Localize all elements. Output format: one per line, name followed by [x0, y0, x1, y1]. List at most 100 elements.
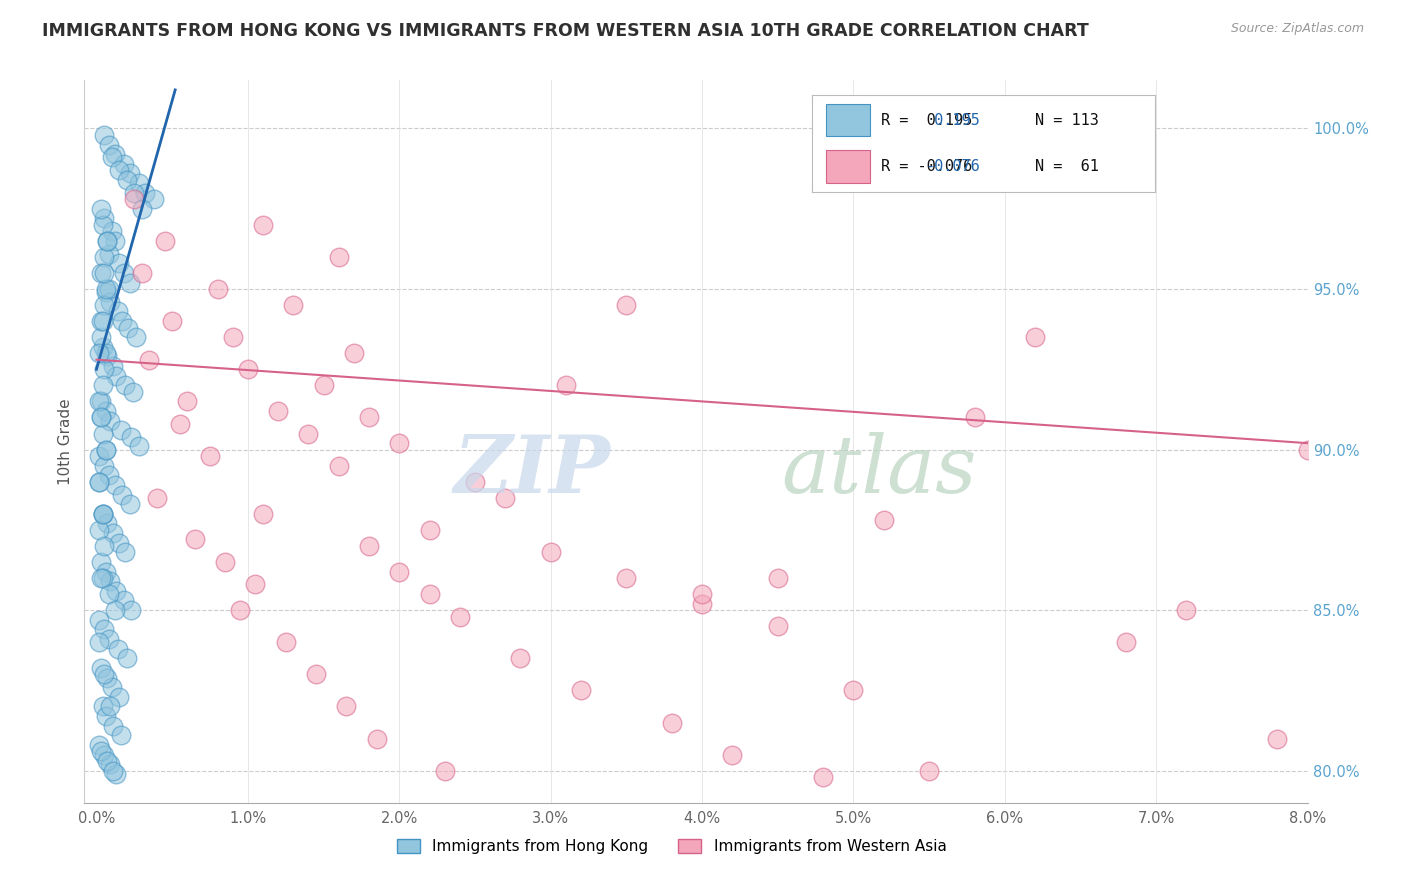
Point: [236, 362, 259, 376]
Point: [94, 442, 117, 457]
Point: [328, 250, 350, 264]
Point: [509, 651, 531, 665]
Point: [94, 709, 117, 723]
Point: [91, 426, 114, 441]
Point: [98, 757, 121, 772]
Text: IMMIGRANTS FROM HONG KONG VS IMMIGRANTS FROM WESTERN ASIA 10TH GRADE CORRELATION: IMMIGRANTS FROM HONG KONG VS IMMIGRANTS …: [42, 22, 1088, 40]
Point: [94, 442, 117, 457]
Point: [94, 285, 117, 300]
Point: [90, 661, 112, 675]
Y-axis label: 10th Grade: 10th Grade: [58, 398, 73, 485]
Point: [1024, 330, 1046, 344]
Point: [97, 246, 120, 260]
Point: [766, 619, 789, 633]
Point: [97, 632, 120, 646]
Point: [97, 282, 120, 296]
Point: [252, 218, 274, 232]
Point: [91, 340, 114, 354]
Point: [963, 410, 986, 425]
Point: [418, 523, 440, 537]
Point: [93, 298, 115, 312]
Point: [1296, 442, 1319, 457]
Point: [214, 555, 236, 569]
Point: [131, 266, 153, 280]
Point: [184, 533, 207, 547]
Point: [93, 362, 115, 376]
Text: atlas: atlas: [782, 432, 977, 509]
Point: [96, 754, 118, 768]
Text: ZIP: ZIP: [454, 432, 610, 509]
Point: [96, 516, 118, 531]
Point: [107, 304, 129, 318]
Point: [112, 593, 135, 607]
Point: [449, 609, 471, 624]
Point: [91, 507, 114, 521]
Point: [93, 128, 115, 142]
Point: [690, 587, 713, 601]
Legend: Immigrants from Hong Kong, Immigrants from Western Asia: Immigrants from Hong Kong, Immigrants fr…: [391, 833, 952, 860]
Point: [388, 565, 411, 579]
Point: [1115, 635, 1137, 649]
Point: [873, 513, 896, 527]
Point: [124, 192, 146, 206]
Point: [418, 587, 440, 601]
Point: [357, 539, 380, 553]
Point: [464, 475, 486, 489]
Point: [89, 475, 111, 489]
Point: [94, 346, 117, 360]
Point: [1265, 731, 1288, 746]
Point: [93, 747, 115, 762]
Point: [118, 276, 141, 290]
Point: [554, 378, 576, 392]
Point: [89, 449, 111, 463]
Point: [146, 491, 169, 505]
Point: [94, 565, 117, 579]
Point: [90, 744, 112, 758]
Point: [305, 667, 328, 681]
Point: [93, 250, 115, 264]
Point: [328, 458, 350, 473]
Point: [111, 487, 134, 501]
Point: [690, 597, 713, 611]
Point: [388, 436, 411, 450]
Point: [96, 350, 118, 364]
Point: [138, 352, 160, 367]
Point: [94, 404, 117, 418]
Point: [283, 298, 305, 312]
Point: [118, 166, 141, 180]
Point: [105, 583, 128, 598]
Point: [93, 667, 115, 681]
Point: [111, 314, 134, 328]
Point: [169, 417, 191, 431]
Point: [335, 699, 357, 714]
Point: [614, 298, 637, 312]
Point: [114, 378, 136, 392]
Point: [91, 378, 114, 392]
Point: [90, 410, 112, 425]
Point: [91, 699, 114, 714]
Point: [312, 378, 335, 392]
Point: [433, 764, 456, 778]
Point: [100, 150, 122, 164]
Point: [90, 410, 112, 425]
Point: [101, 719, 124, 733]
Point: [98, 574, 121, 589]
Point: [811, 770, 834, 784]
Point: [96, 671, 118, 685]
Point: [153, 234, 176, 248]
Point: [90, 330, 112, 344]
Point: [100, 680, 122, 694]
Point: [89, 394, 111, 409]
Point: [93, 458, 115, 473]
Point: [125, 330, 148, 344]
Point: [97, 468, 120, 483]
Point: [229, 603, 252, 617]
Point: [569, 683, 592, 698]
Point: [90, 394, 112, 409]
Point: [91, 314, 114, 328]
Point: [842, 683, 865, 698]
Point: [98, 294, 121, 309]
Point: [366, 731, 388, 746]
Point: [198, 449, 221, 463]
Point: [766, 571, 789, 585]
